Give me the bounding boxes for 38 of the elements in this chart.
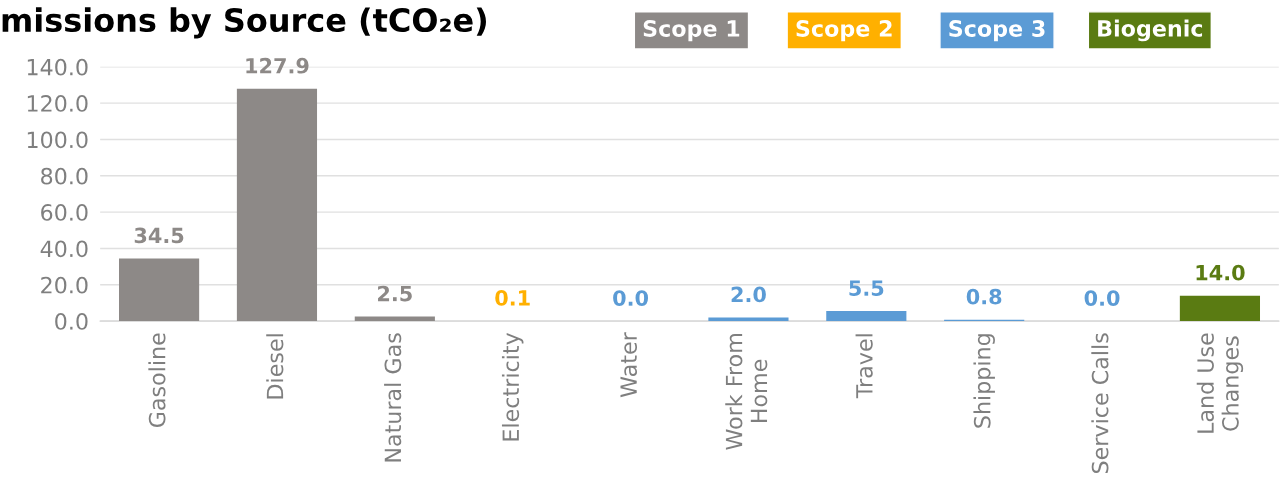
y-tick-label: 40.0 [40,240,88,258]
x-tick-label: Travel [855,334,873,399]
bar [119,258,200,322]
x-tick-label: Electricity [501,332,524,441]
x-tick-label: Service Calls [1091,333,1109,474]
data-label: 0.1 [495,290,530,306]
data-label: 2.5 [378,285,412,302]
data-label: 34.5 [134,227,184,244]
bar [708,317,789,322]
data-label: 5.5 [849,280,884,296]
chart-title: missions by Source (tCO₂e) [2,7,486,39]
bar [1179,295,1260,322]
text: Scope 3 [949,20,1045,42]
x-tick-label: Diesel [266,334,284,399]
text: Scope 2 [796,20,892,42]
data-label: 0.8 [966,288,1002,305]
x-tick-label: Gasoline [148,333,166,428]
x-tick-label: Natural Gas [384,333,402,462]
y-tick-label: 0.0 [55,313,88,330]
data-label: 0.0 [1084,290,1120,306]
bar [826,311,907,322]
y-tick-label: 100.0 [27,131,88,149]
bar [236,88,318,322]
text: Scope 1 [643,20,740,42]
data-label: 127.9 [246,57,309,74]
y-tick-label: 20.0 [41,276,88,294]
data-label: 0.0 [613,290,649,306]
y-tick-label: 80.0 [41,167,88,185]
x-tick-label: Water [620,332,638,398]
y-tick-label: 60.0 [41,204,88,221]
y-tick-label: 140.0 [27,58,88,76]
x-tick-label: Shipping [973,334,995,428]
y-tick-label: 120.0 [27,95,88,112]
data-label: 14.0 [1196,264,1245,281]
x-tick-label: Land Use Changes [1196,333,1244,433]
data-label: 2.0 [731,286,766,303]
x-tick-label: Work From Home [725,334,768,450]
text: Biogenic [1098,19,1203,42]
